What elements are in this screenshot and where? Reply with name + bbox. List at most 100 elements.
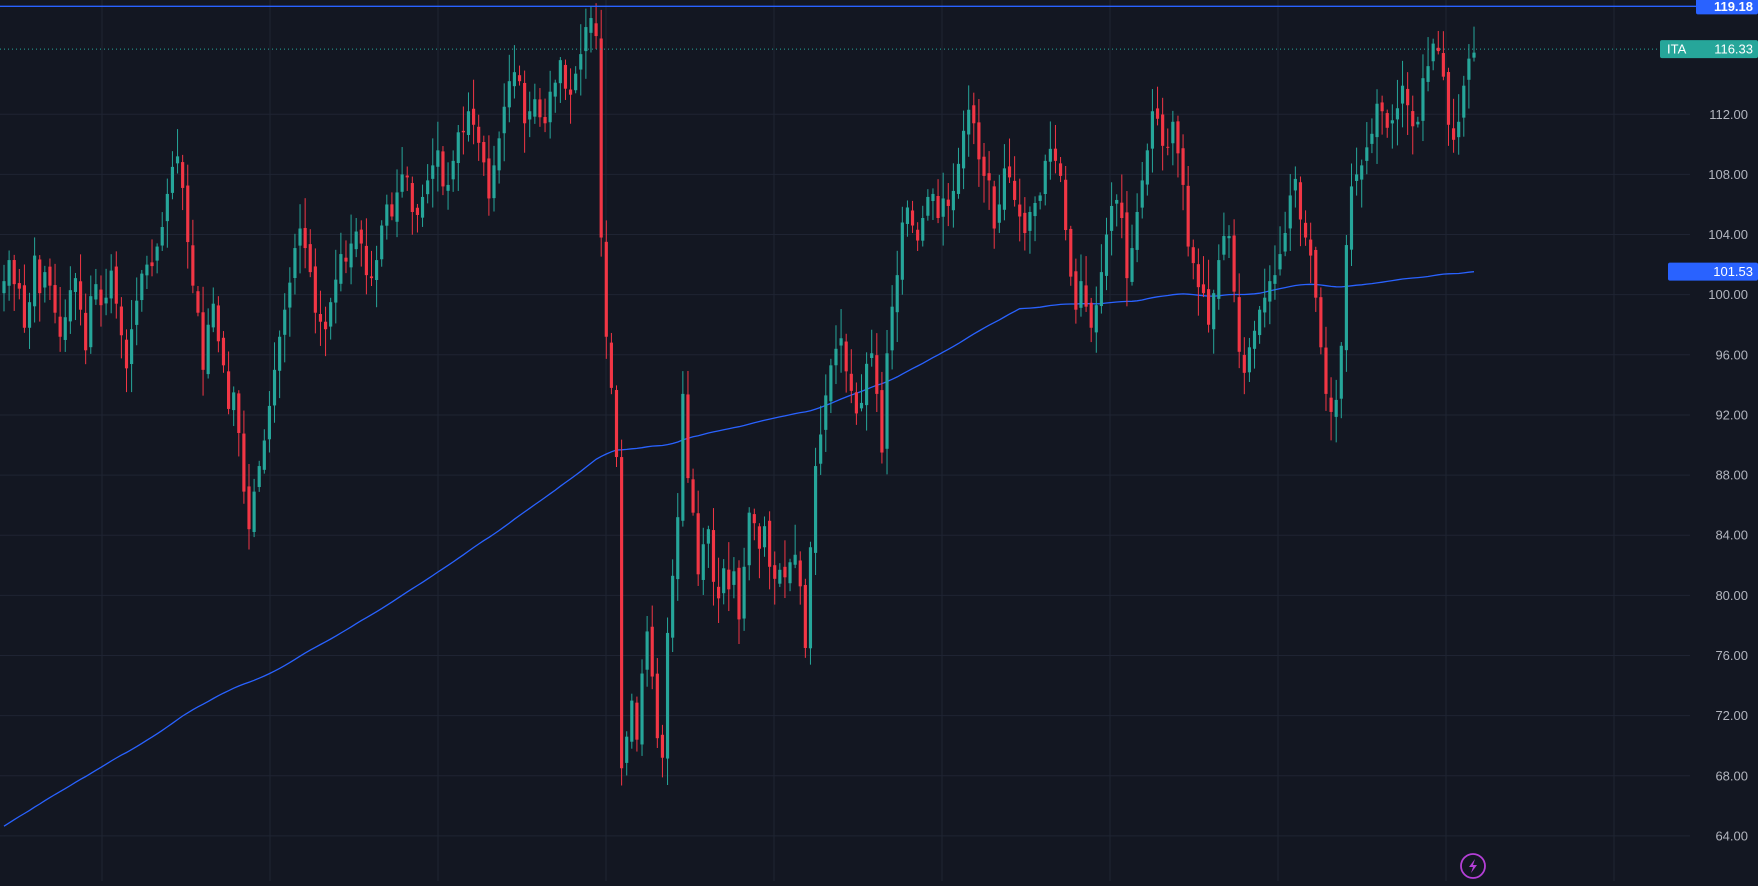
candle-up	[1258, 305, 1262, 344]
candle-body	[625, 736, 629, 763]
candle-body	[773, 565, 777, 579]
candle-down	[1196, 248, 1200, 316]
candle-up	[497, 131, 501, 184]
candle-body	[829, 365, 833, 402]
candle-body	[1048, 148, 1052, 162]
candle-up	[1472, 26, 1476, 62]
candle-down	[717, 557, 721, 623]
candle-body	[186, 185, 190, 243]
candle-body	[1196, 264, 1200, 288]
candle-body	[257, 466, 261, 488]
candle-body	[517, 75, 522, 82]
candle-body	[1258, 309, 1262, 336]
candle-up	[574, 66, 578, 94]
candle-body	[12, 260, 16, 285]
candle-up	[33, 237, 37, 323]
candle-body	[109, 270, 113, 299]
horizontal-level-layer[interactable]	[0, 5, 1696, 50]
candle-body	[1171, 121, 1175, 144]
candle-up	[27, 292, 32, 349]
candle-down	[635, 696, 639, 752]
candle-body	[839, 338, 843, 346]
candle-body	[977, 122, 981, 160]
candle-body	[344, 257, 348, 262]
candle-body	[472, 108, 476, 125]
lightning-bolt-icon	[1469, 859, 1477, 873]
candle-body	[579, 54, 583, 70]
grid-layer	[0, 0, 1690, 881]
candle-body	[48, 266, 52, 286]
candle-down	[119, 297, 123, 359]
candle-body	[318, 314, 323, 322]
candle-body	[73, 278, 78, 292]
candle-body	[727, 569, 731, 590]
candle-down	[660, 724, 665, 778]
candle-up	[1395, 79, 1400, 146]
candle-up	[1048, 121, 1052, 180]
candle-body	[150, 262, 154, 267]
candle-body	[119, 306, 123, 336]
candle-down	[48, 258, 52, 301]
candle-up	[1002, 144, 1006, 221]
candle-up	[1375, 89, 1379, 164]
candle-body	[793, 554, 797, 565]
candle-up	[1421, 54, 1425, 142]
candle-body	[242, 433, 246, 492]
candle-body	[1161, 114, 1165, 146]
candle-down	[17, 268, 21, 300]
candle-up	[1171, 110, 1175, 166]
candle-body	[1263, 297, 1267, 313]
candle-body	[221, 337, 226, 366]
candle-down	[1303, 210, 1308, 246]
candle-body	[813, 466, 818, 553]
candle-up	[793, 524, 797, 569]
candle-body	[681, 393, 685, 521]
candle-body	[1242, 354, 1246, 373]
candle-body	[395, 192, 399, 222]
candle-up	[528, 91, 532, 138]
candle-body	[1135, 211, 1139, 250]
candle-body	[1212, 293, 1216, 330]
candle-body	[1237, 297, 1241, 352]
candle-body	[124, 339, 129, 369]
candle-down	[1452, 98, 1456, 153]
candle-up	[375, 245, 379, 308]
candle-body	[1395, 108, 1400, 120]
candle-up	[941, 172, 945, 246]
candle-down	[880, 371, 884, 464]
candle-body	[155, 246, 159, 261]
lightning-button[interactable]	[1460, 853, 1486, 879]
candle-body	[1222, 236, 1226, 255]
candle-up	[829, 358, 833, 414]
candle-down	[599, 9, 603, 257]
price-axis[interactable]: 64.00 68.00 72.00 76.00 80.00 84.00 88.00 92.00…	[1660, 0, 1758, 843]
candle-up	[1426, 37, 1430, 92]
candle-body	[910, 210, 915, 226]
candle-body	[1084, 285, 1088, 307]
candle-down	[773, 551, 777, 605]
price-tick-label: 92.00	[1715, 407, 1748, 422]
candle-down	[1380, 95, 1384, 135]
candle-body	[1028, 211, 1032, 231]
candle-body	[905, 207, 910, 224]
candle-up	[533, 83, 537, 124]
candle-up	[1130, 224, 1134, 286]
candle-up	[426, 164, 430, 204]
candle-up	[1400, 60, 1405, 128]
candle-body	[1181, 148, 1185, 185]
candle-up	[589, 6, 593, 53]
candle-up	[211, 287, 215, 333]
candle-down	[854, 382, 858, 425]
candle-body	[609, 342, 613, 388]
candle-body	[599, 38, 603, 238]
candle-down	[191, 219, 195, 294]
candle-down	[696, 490, 700, 586]
candle-down	[58, 286, 62, 352]
candle-up	[1283, 211, 1287, 257]
candle-up	[451, 150, 455, 192]
candle-body	[252, 491, 256, 532]
candle-down	[538, 88, 542, 127]
candle-up	[1390, 104, 1394, 149]
